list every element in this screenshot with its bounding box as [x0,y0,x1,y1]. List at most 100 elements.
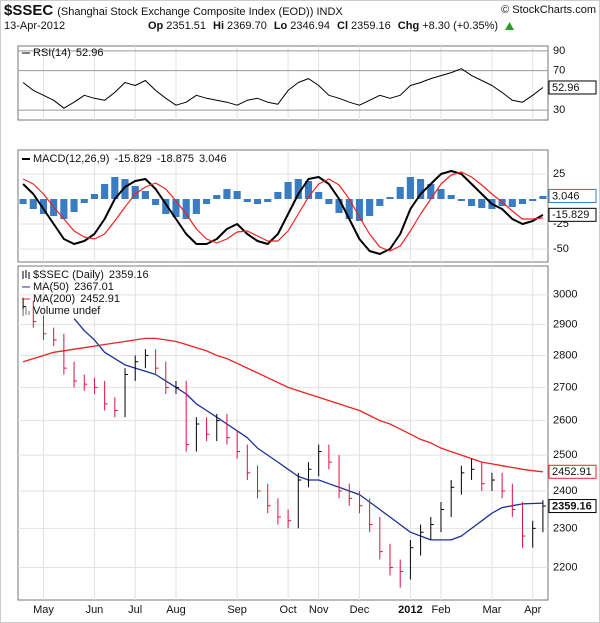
panel [17,265,549,601]
x-tick-label: 2012 [398,604,422,616]
histogram-bar [325,199,333,204]
y-tick-label: 30 [553,104,565,116]
histogram-bar [355,199,364,221]
histogram-bar [447,195,455,199]
last-value-label: -15.829 [552,209,589,221]
quote-label: Chg [398,20,419,32]
histogram-bar [508,199,516,207]
histogram-bar [284,182,292,199]
last-value-box [548,207,597,222]
quote-label: Op [148,20,164,32]
histogram-bar [264,199,272,202]
legend-text: -15.829 [114,153,151,165]
x-tick-label: May [33,604,54,616]
histogram-bar [172,199,180,217]
histogram-bar [253,199,262,204]
histogram-bar [70,199,78,212]
x-tick-label: Apr [524,604,541,616]
histogram-bar [19,199,27,204]
last-value-box [548,499,597,514]
last-value-label: 52.96 [552,82,580,94]
histogram-bar [223,189,231,199]
histogram-bar [274,192,282,199]
histogram-bar [478,199,486,208]
histogram-bar [192,199,200,214]
histogram-bar [152,199,160,205]
quote-label: Hi [213,20,224,32]
histogram-bar [162,199,170,214]
histogram-bar [386,197,394,199]
line [22,337,543,473]
histogram-bar [60,199,68,219]
legend-swatch [22,270,30,279]
y-tick-label: 2500 [553,449,577,461]
histogram-bar [406,177,414,199]
legend-text: MA(50) [33,281,69,293]
y-tick-label: -50 [553,243,569,255]
histogram-bar [427,184,435,199]
quote-value: 2346.94 [290,20,330,32]
legend-text: 2367.01 [74,281,114,293]
line [22,171,543,252]
x-tick-label: Mar [482,604,501,616]
histogram-bar [366,199,374,216]
legend-text: -18.875 [157,153,194,165]
histogram-bar [101,184,109,199]
histogram-bar [457,199,465,201]
last-value-label: 2452.91 [552,466,592,478]
panel [17,45,549,121]
quote-value: 2359.16 [351,20,391,32]
y-tick-label: 2400 [553,485,577,497]
histogram-bar [437,189,445,199]
quote-label: Lo [274,20,288,32]
date: 13-Apr-2012 [4,20,65,32]
line [22,170,544,255]
x-tick-label: Dec [350,604,370,616]
histogram-bar [233,191,241,199]
y-tick-label: 25 [553,168,565,180]
histogram-bar [396,187,404,199]
histogram-bar [467,199,476,206]
histogram-bar [335,199,343,213]
histogram-bar [182,199,190,219]
histogram-bar [529,199,537,201]
last-value-box [548,188,597,203]
y-tick-label: 70 [553,65,565,77]
histogram-bar [121,179,129,199]
quote-value: 2351.51 [166,20,206,32]
x-tick-label: Jun [86,604,104,616]
legend-text: 3.046 [199,153,227,165]
histogram-bar [539,195,547,199]
histogram-bar [213,195,221,199]
legend-text: 52.96 [76,47,104,59]
x-tick-label: Aug [166,604,186,616]
line [22,68,544,109]
x-tick-label: Sep [227,604,247,616]
x-tick-label: Feb [431,604,450,616]
histogram-bar [345,199,353,219]
histogram-bar [243,199,251,202]
last-value-box [548,80,597,95]
up-arrow [505,22,515,30]
histogram-bar [304,181,313,199]
y-tick-label: 2800 [553,349,577,361]
y-tick-label: 3000 [553,289,577,301]
histogram-bar [90,194,99,199]
legend-text: MACD(12,26,9) [33,153,109,165]
legend-text: $SSEC (Daily) [33,269,104,281]
histogram-bar [39,199,48,214]
histogram-bar [141,191,149,199]
legend-text: RSI(14) [33,47,71,59]
histogram-bar [202,199,211,204]
histogram-bar [131,186,139,199]
title: $SSEC [4,2,53,19]
y-tick-label: 2300 [553,522,577,534]
y-tick-label: 2900 [553,319,577,331]
histogram-bar [417,179,425,199]
last-value-label: 3.046 [552,190,580,202]
y-tick-label: 90 [553,45,565,57]
credit: © StockCharts.com [501,4,596,16]
histogram-bar [111,177,119,199]
histogram-bar [376,199,384,206]
